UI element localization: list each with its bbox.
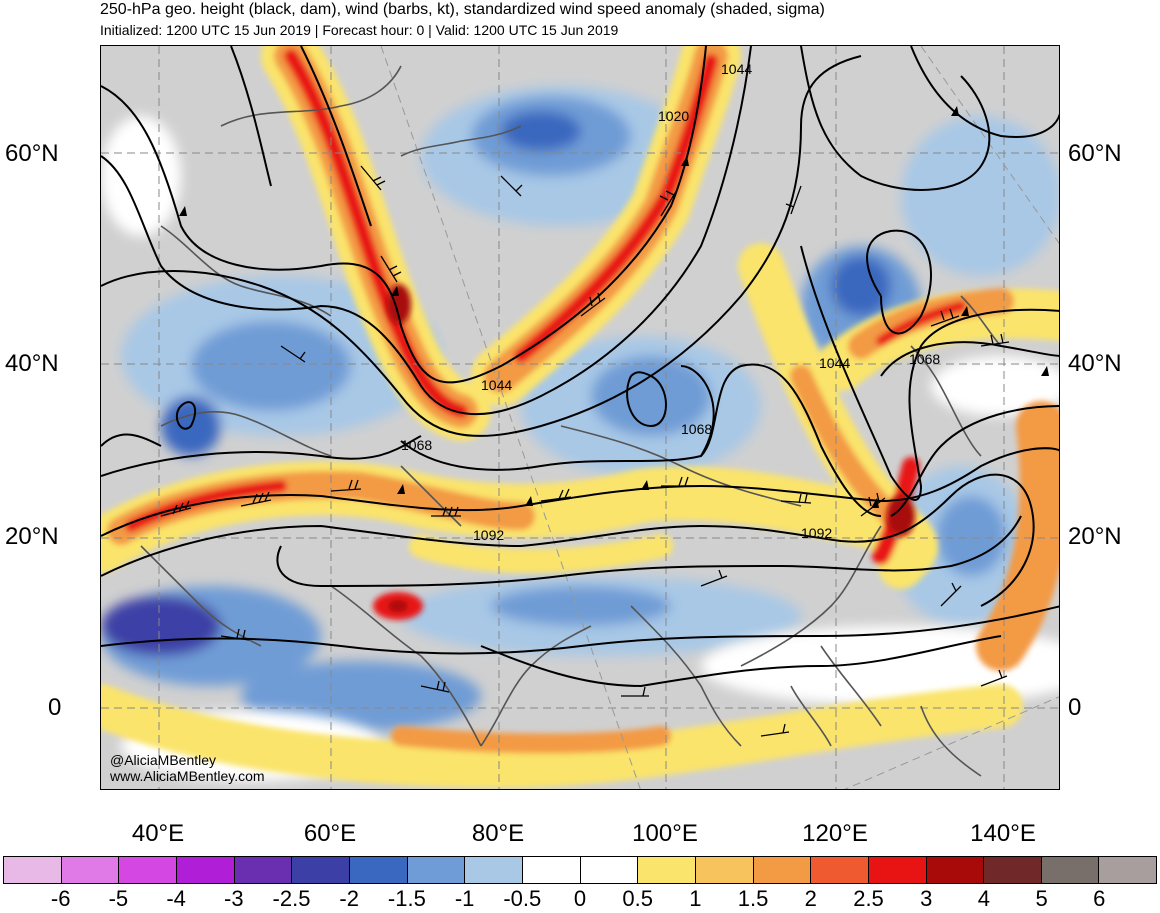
colorbar-tick-label: 5 xyxy=(1035,886,1048,911)
lat-label-right: 60°N xyxy=(1068,140,1122,167)
colorbar-tick-label: -2 xyxy=(339,886,359,911)
lat-label-left: 20°N xyxy=(5,523,59,550)
colorbar-swatch xyxy=(522,857,581,883)
colorbar xyxy=(3,856,1157,884)
colorbar-swatch xyxy=(753,857,812,883)
lon-label: 60°E xyxy=(303,820,357,847)
lon-label: 100°E xyxy=(632,820,698,847)
coastlines xyxy=(140,65,1002,777)
colorbar-swatch xyxy=(176,857,235,883)
colorbar-swatch xyxy=(984,857,1042,883)
colorbar-tick-label: -2.5 xyxy=(272,886,311,911)
height-contours xyxy=(101,46,1059,688)
colorbar-swatch xyxy=(119,857,177,883)
colorbar-tick-label: 2 xyxy=(804,886,817,911)
colorbar-tick-label: -4 xyxy=(166,886,186,911)
colorbar-swatch xyxy=(926,857,985,883)
colorbar-tick-label: 0.5 xyxy=(622,886,653,911)
colorbar-tick-label: 3 xyxy=(920,886,933,911)
map-subtitle: Initialized: 1200 UTC 15 Jun 2019 | Fore… xyxy=(100,22,619,38)
contour-label: 1044 xyxy=(481,377,512,393)
lon-label: 80°E xyxy=(471,820,525,847)
lat-label-right: 20°N xyxy=(1068,523,1122,550)
colorbar-swatch xyxy=(580,857,639,883)
colorbar-tick-label: 1.5 xyxy=(737,886,769,911)
colorbar-tick-label: -1 xyxy=(454,886,475,911)
colorbar-tick-label: -3 xyxy=(224,886,244,911)
wind-barbs xyxy=(160,165,1010,737)
negative-anomaly-shading xyxy=(101,86,1059,731)
colorbar-swatch xyxy=(465,857,523,883)
colorbar-swatch xyxy=(4,857,62,883)
colorbar-swatch xyxy=(61,857,120,883)
contour-label: 1068 xyxy=(401,437,432,453)
contour-label: 1092 xyxy=(801,525,832,541)
colorbar-swatch xyxy=(638,857,696,883)
colorbar-swatch xyxy=(1041,857,1100,883)
colorbar-swatch xyxy=(292,857,350,883)
colorbar-tick-label: -1.5 xyxy=(387,886,426,911)
lat-label-right: 40°N xyxy=(1068,350,1122,377)
lat-label-left: 60°N xyxy=(5,140,59,167)
contour-label: 1068 xyxy=(909,351,940,367)
colorbar-tick-label: -5 xyxy=(108,886,129,911)
contour-label: 1044 xyxy=(721,61,752,77)
colorbar-tick-label: 6 xyxy=(1093,886,1106,911)
lon-label: 120°E xyxy=(802,820,868,847)
colorbar-swatch xyxy=(811,857,869,883)
colorbar-swatch xyxy=(868,857,927,883)
contour-label: 1020 xyxy=(658,108,689,124)
colorbar-swatch xyxy=(1099,857,1157,883)
colorbar-swatch xyxy=(407,857,466,883)
lat-label-left: 40°N xyxy=(5,350,59,377)
colorbar-swatch xyxy=(234,857,293,883)
contour-labels: 1044 1020 1044 1068 1044 1068 1068 1092 … xyxy=(401,61,940,543)
lon-label: 140°E xyxy=(970,820,1036,847)
colorbar-tick-label: 1 xyxy=(689,886,702,911)
weather-map: 1044 1020 1044 1068 1044 1068 1068 1092 … xyxy=(100,45,1060,790)
colorbar-tick-label: -6 xyxy=(50,886,71,911)
contour-label: 1068 xyxy=(681,421,712,437)
colorbar-swatch xyxy=(349,857,408,883)
graticule xyxy=(101,46,1059,789)
lat-label-left: 0 xyxy=(48,694,62,721)
credit-website[interactable]: www.AliciaMBentley.com xyxy=(110,768,265,784)
colorbar-swatch xyxy=(695,857,754,883)
contour-label: 1092 xyxy=(473,527,504,543)
map-title: 250-hPa geo. height (black, dam), wind (… xyxy=(100,1,825,18)
map-canvas: 1044 1020 1044 1068 1044 1068 1068 1092 … xyxy=(101,46,1059,789)
colorbar-tick-label: -0.5 xyxy=(503,886,542,911)
lat-label-right: 0 xyxy=(1068,694,1082,721)
colorbar-tick-label: 2.5 xyxy=(853,886,884,911)
wind-flags xyxy=(179,106,1049,508)
credit-handle: @AliciaMBentley xyxy=(110,752,217,768)
lon-label: 40°E xyxy=(131,820,185,847)
colorbar-tick-label: 0 xyxy=(573,886,587,911)
contour-label: 1044 xyxy=(819,355,850,371)
colorbar-tick-label: 4 xyxy=(977,886,991,911)
